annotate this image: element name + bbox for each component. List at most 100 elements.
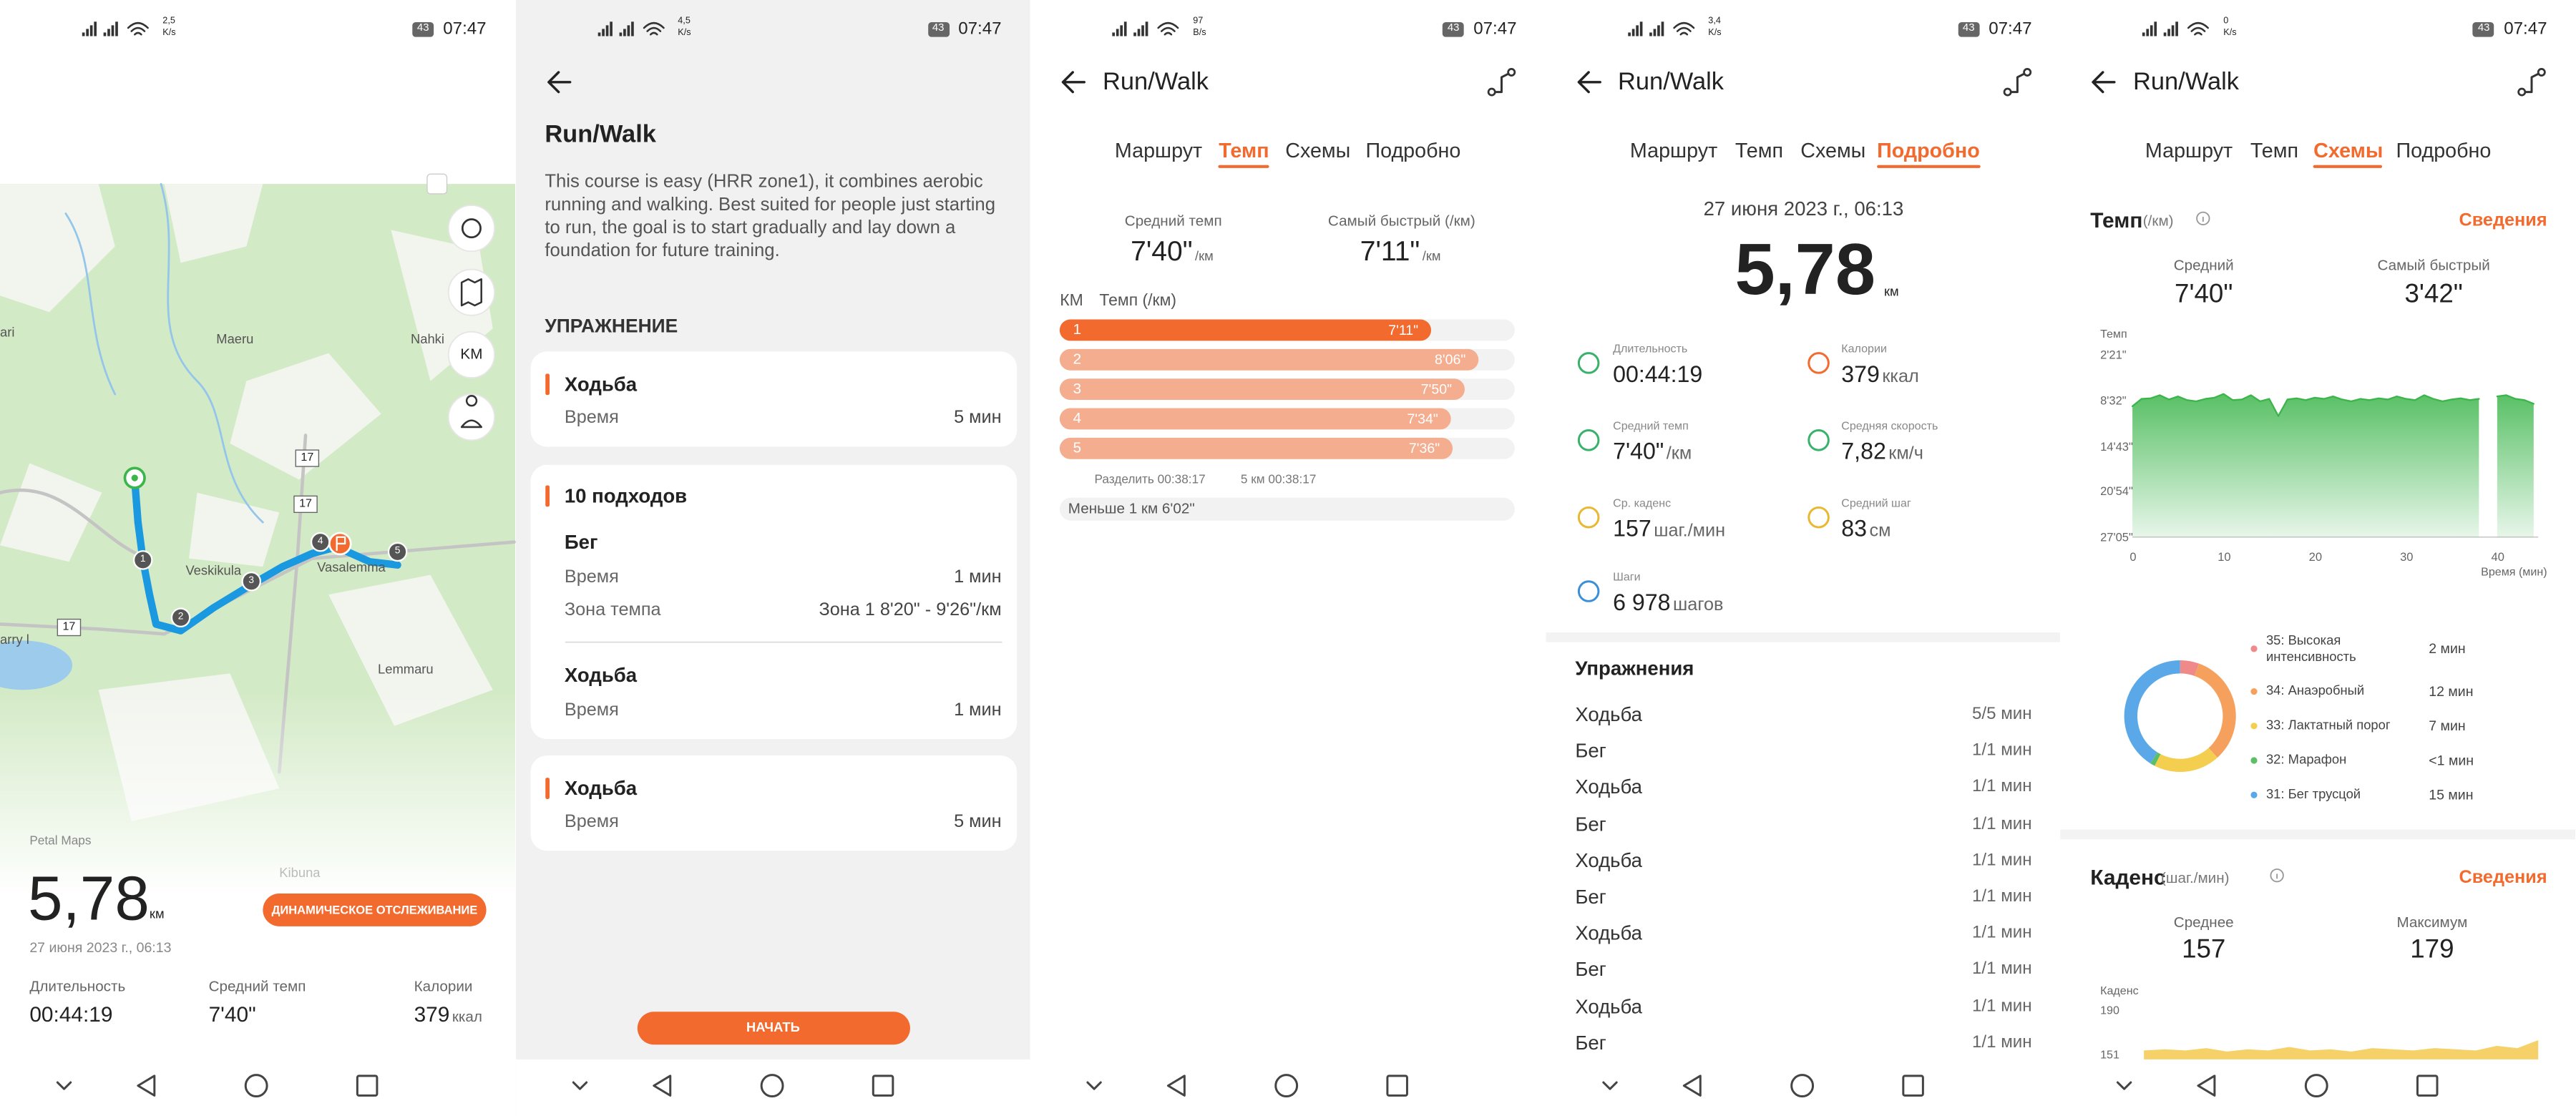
- value-label: 8'06": [1435, 351, 1466, 368]
- exercise-duration: 1/1 мин: [1972, 813, 2032, 833]
- row-label: Время: [564, 700, 619, 720]
- start-button-label[interactable]: НАЧАТЬ: [746, 1019, 800, 1035]
- map-label: ari: [0, 325, 15, 341]
- road-number-box: [57, 618, 82, 637]
- tab-underline: [1218, 165, 1270, 168]
- charts-screen: Run/Walk Маршрут Темп Схемы Подробно Темп (/км…: [2060, 0, 2576, 1116]
- back-button: [1062, 71, 1086, 94]
- signal-bar: [597, 32, 600, 36]
- km-marker: [170, 607, 191, 628]
- metric-value: 83 см: [1841, 517, 1893, 541]
- signal-bar: [1133, 32, 1137, 36]
- battery: [927, 21, 950, 37]
- nav-home: [2305, 1074, 2329, 1098]
- section-divider: [1545, 632, 2061, 642]
- distance: 5,78: [28, 865, 150, 935]
- tab[interactable]: Схемы: [2313, 139, 2384, 162]
- clock: 07:47: [2504, 19, 2547, 39]
- y-tick-label: 190: [2100, 1006, 2119, 1018]
- split-label: 5 км 00:38:17: [1240, 471, 1317, 487]
- network-speed-unit: K/s: [1708, 27, 1722, 38]
- details-link[interactable]: Сведения: [2459, 211, 2547, 231]
- bar: [1060, 378, 1465, 401]
- signal-bar: [1653, 29, 1656, 36]
- axis-label: КМ: [1060, 292, 1083, 310]
- metric-icon: [1577, 506, 1599, 529]
- map-overlay-button: [426, 173, 448, 195]
- tab[interactable]: Маршрут: [1114, 139, 1203, 162]
- tab[interactable]: Темп: [1735, 139, 1784, 162]
- back-button: [547, 71, 571, 94]
- signal-bar: [630, 21, 633, 36]
- map-label: Maeru: [216, 331, 254, 347]
- network-speed: 0: [2223, 16, 2229, 27]
- signal-bar: [605, 25, 608, 36]
- title: Run/Walk: [1618, 68, 1724, 97]
- tab[interactable]: Схемы: [1285, 139, 1351, 162]
- details-link[interactable]: Сведения: [2459, 868, 2547, 888]
- exercise-name: Ходьба: [1575, 848, 1643, 872]
- y-tick-label: 151: [2100, 1050, 2119, 1062]
- signal-bar: [1639, 21, 1642, 36]
- signal-bar: [626, 25, 630, 36]
- tab[interactable]: Подробно: [2396, 139, 2492, 162]
- x-tick-label: 30: [2400, 549, 2414, 564]
- card-title: Ходьба: [564, 373, 638, 396]
- section-divider: [2060, 829, 2576, 840]
- route-canvas: [0, 21, 515, 1116]
- map-field: [164, 184, 263, 263]
- text: /км: [1422, 248, 1441, 264]
- nav-back: [1682, 1075, 1702, 1097]
- signal-bar: [601, 29, 604, 36]
- metric-value: 157 шаг./мин: [1613, 517, 1727, 541]
- tab[interactable]: Маршрут: [2145, 139, 2233, 162]
- y-tick-label: 20'54": [2100, 484, 2133, 499]
- tab[interactable]: Схемы: [1800, 139, 1866, 162]
- signal-bar: [623, 29, 625, 36]
- tab[interactable]: Подробно: [1365, 139, 1461, 162]
- nav-home: [244, 1074, 268, 1098]
- legend-dot: [2251, 723, 2258, 730]
- signal-bar: [609, 21, 612, 36]
- nav-hide: [1601, 1081, 1618, 1090]
- legend-dot: [2251, 687, 2258, 695]
- under-km-label: Меньше 1 км 6'02": [1068, 500, 1195, 517]
- tab[interactable]: Подробно: [1877, 139, 1980, 162]
- metric-icon: [1577, 580, 1599, 602]
- battery: [412, 21, 434, 37]
- row-value: 1 мин: [954, 567, 1002, 587]
- nav-hide: [571, 1081, 587, 1090]
- tab[interactable]: Маршрут: [1629, 139, 1718, 162]
- battery: [1958, 21, 1980, 37]
- category-label: 2: [1073, 351, 1082, 368]
- nav-bar: [2060, 1059, 2576, 1116]
- metric-value: 379 ккал: [1841, 362, 1921, 386]
- finish-flag: [336, 536, 346, 552]
- tab[interactable]: Темп: [1219, 139, 1269, 162]
- x-tick-label: 40: [2491, 549, 2504, 564]
- exercise-name: Бег: [1575, 885, 1606, 909]
- date: 27 июня 2023 г., 06:13: [1703, 197, 1904, 220]
- course-canvas: [514, 21, 1030, 1116]
- unit-button[interactable]: KM: [460, 346, 483, 363]
- metric-icon: [1807, 352, 1830, 374]
- signal-bar: [107, 29, 110, 36]
- wifi-icon: [127, 21, 149, 36]
- chart-title: Темп: [2090, 207, 2143, 232]
- signal-bar: [1657, 25, 1660, 36]
- x-tick-label: 10: [2218, 549, 2231, 564]
- battery-level: 43: [2477, 22, 2490, 34]
- road-number-box: [295, 449, 320, 467]
- legend-value: 2 мин: [2429, 640, 2466, 657]
- metric-label: Шаги: [1613, 572, 1641, 584]
- y-tick-label: 8'32": [2100, 393, 2127, 408]
- stat-label: Самый быстрый (/км): [1327, 212, 1475, 230]
- under-km-row: [1060, 497, 1516, 521]
- signal-bar: [2150, 25, 2154, 36]
- axis-label: Темп: [2100, 329, 2127, 341]
- map-label: Veskikula: [185, 563, 242, 579]
- tab[interactable]: Темп: [2250, 139, 2299, 162]
- card-title: Ходьба: [564, 776, 638, 801]
- tracking-button-label[interactable]: ДИНАМИЧЕСКОЕ ОТСЛЕЖИВАНИЕ: [271, 902, 478, 918]
- map-label: Lemmaru: [378, 662, 434, 677]
